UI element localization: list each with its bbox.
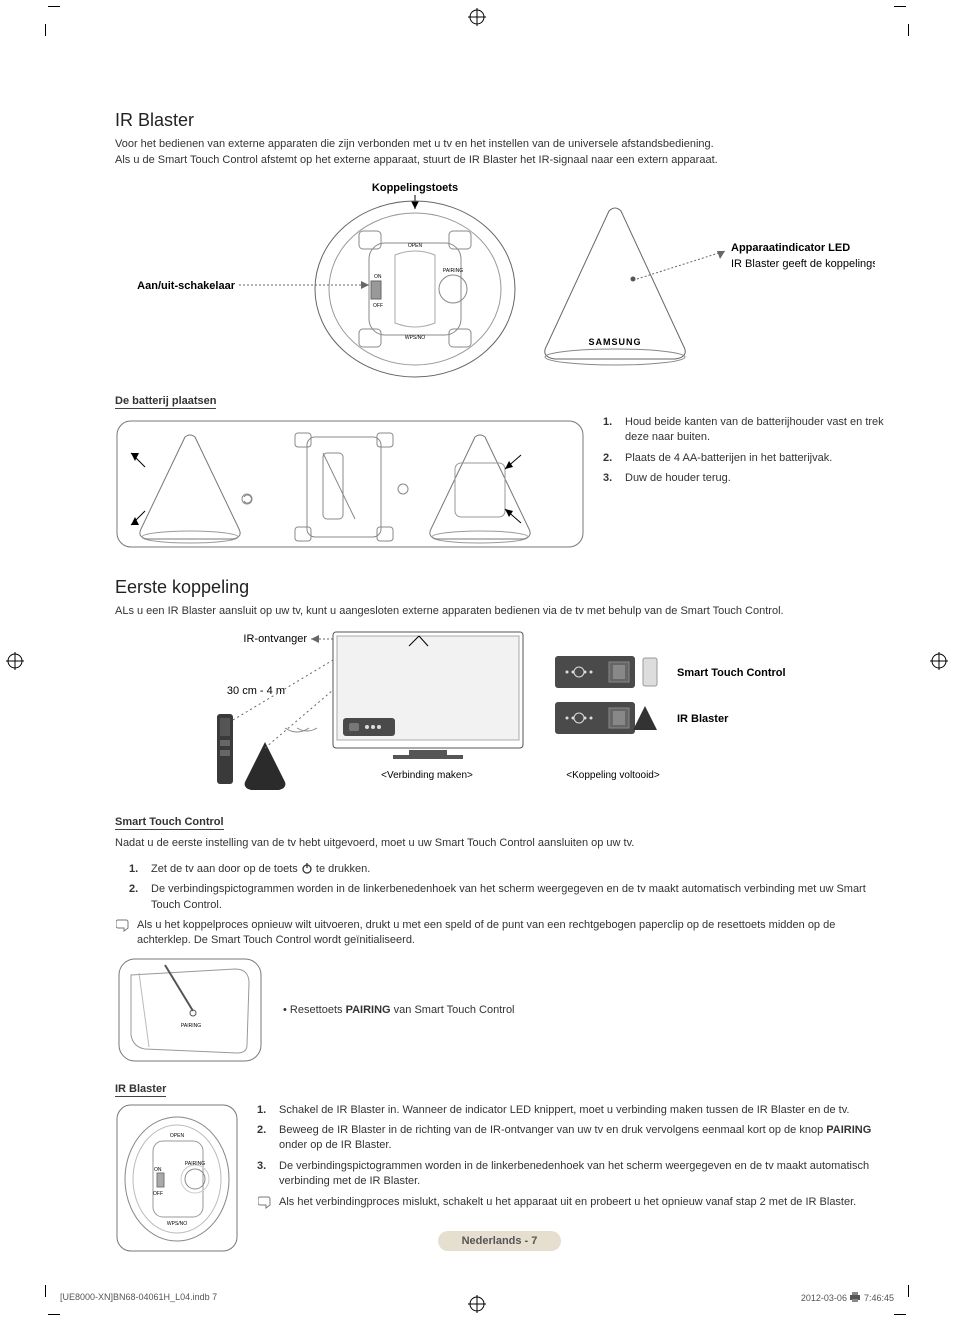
footer-left: [UE8000-XN]BN68-04061H_L04.indb 7 — [60, 1292, 217, 1303]
stc-step1-num: 1. — [129, 862, 143, 877]
step-2-num: 2. — [603, 451, 617, 466]
led-desc-1: IR Blaster geeft de koppelingsstatus wee… — [731, 258, 875, 270]
power-icon — [301, 862, 313, 874]
reset-row: PAIRING • Resettoets PAIRING van Smart T… — [115, 955, 884, 1065]
note-icon — [257, 1195, 273, 1210]
irb-note-text: Als het verbindingproces mislukt, schake… — [279, 1195, 856, 1210]
ir-receiver-label: IR-ontvanger — [243, 633, 307, 645]
stc-steps: 1. Zet de tv aan door op de toets te dru… — [129, 862, 884, 913]
led-title: Apparaatindicator LED — [731, 242, 850, 254]
battery-heading: De batterij plaatsen — [115, 395, 216, 409]
irb-s2-text: Beweeg de IR Blaster in de richting van … — [279, 1123, 884, 1154]
caption-making-connection: <Verbinding maken> — [381, 770, 473, 781]
stc-step1-text: Zet de tv aan door op de toets te drukke… — [151, 862, 370, 877]
irb-note: Als het verbindingproces mislukt, schake… — [257, 1195, 884, 1210]
step-1-num: 1. — [603, 415, 617, 446]
section1-intro: Voor het bedienen van externe apparaten … — [115, 137, 884, 169]
page-badge-row: Nederlands - 7 — [115, 1231, 884, 1251]
brand-logo: SAMSUNG — [588, 337, 641, 347]
svg-text:ON: ON — [154, 1167, 162, 1173]
irb-s3-num: 3. — [257, 1159, 271, 1190]
page-badge: Nederlands - 7 — [438, 1231, 562, 1251]
step-3-text: Duw de houder terug. — [625, 471, 731, 486]
stc-note-text: Als u het koppelproces opnieuw wilt uitv… — [137, 918, 884, 949]
figure-battery-install — [115, 415, 585, 555]
footer-right: 2012-03-06 7:46:45 — [801, 1292, 894, 1303]
step-2-text: Plaats de 4 AA-batterijen in het batteri… — [625, 451, 832, 466]
range-label: 30 cm - 4 m — [227, 685, 285, 697]
crop-mark-tl — [30, 6, 60, 36]
irb-s2-num: 2. — [257, 1123, 271, 1154]
registration-mark-left — [6, 652, 24, 670]
registration-mark-right — [930, 652, 948, 670]
figure-ir-blaster-overview: Koppelingstoets PAIRING ON OFF OPEN WPS/… — [115, 179, 875, 379]
irb-text-col: 1. Schakel de IR Blaster in. Wanneer de i… — [257, 1103, 884, 1216]
stc-note: Als u het koppelproces opnieuw wilt uitv… — [115, 918, 884, 949]
intro-line-1: Voor het bedienen van externe apparaten … — [115, 138, 714, 150]
caption-pairing-done: <Koppeling voltooid> — [566, 770, 660, 781]
crop-mark-bl — [30, 1285, 60, 1315]
irb-s1-num: 1. — [257, 1103, 271, 1118]
svg-text:OPEN: OPEN — [408, 243, 423, 249]
note-icon — [115, 918, 131, 949]
section-title-pairing: Eerste koppeling — [115, 577, 884, 598]
battery-row: 1. Houd beide kanten van de batterijhoude… — [115, 415, 884, 555]
irb-s3-text: De verbindingspictogrammen worden in de … — [279, 1159, 884, 1190]
irb-s1-text: Schakel de IR Blaster in. Wanneer de ind… — [279, 1103, 849, 1118]
figure-reset-button: PAIRING — [115, 955, 265, 1065]
step-3-num: 3. — [603, 471, 617, 486]
page-content: IR Blaster Voor het bedienen van externe… — [115, 110, 884, 1241]
svg-text:PAIRING: PAIRING — [443, 268, 463, 274]
svg-text:WPS/NO: WPS/NO — [167, 1221, 187, 1227]
svg-text:PAIRING: PAIRING — [181, 1023, 201, 1029]
section-title-ir-blaster: IR Blaster — [115, 110, 884, 131]
section2-intro: ALs u een IR Blaster aansluit op uw tv, … — [115, 604, 884, 620]
crop-mark-tr — [894, 6, 924, 36]
svg-text:WPS/NO: WPS/NO — [405, 335, 425, 341]
stc-intro: Nadat u de eerste instelling van de tv h… — [115, 836, 884, 852]
irb-heading: IR Blaster — [115, 1083, 166, 1097]
stc-step2-num: 2. — [129, 882, 143, 913]
svg-text:OFF: OFF — [153, 1191, 163, 1197]
stc-step2-text: De verbindingspictogrammen worden in de … — [151, 882, 884, 913]
footer-meta: [UE8000-XN]BN68-04061H_L04.indb 7 2012-0… — [60, 1292, 894, 1303]
pairing-button-label: Koppelingstoets — [372, 182, 458, 194]
panel-irb-label: IR Blaster — [677, 713, 729, 725]
printer-icon — [849, 1292, 861, 1302]
figure-pairing-overview: IR-ontvanger 30 cm - 4 m <Verbinding mak… — [115, 630, 875, 800]
power-switch-label: Aan/uit-schakelaar — [137, 280, 236, 292]
step-1-text: Houd beide kanten van de batterijhouder … — [625, 415, 884, 446]
irb-steps: 1. Schakel de IR Blaster in. Wanneer de i… — [257, 1103, 884, 1190]
svg-text:OPEN: OPEN — [170, 1133, 185, 1139]
svg-text:ON: ON — [374, 274, 382, 280]
stc-heading: Smart Touch Control — [115, 816, 224, 830]
crop-mark-br — [894, 1285, 924, 1315]
panel-stc-label: Smart Touch Control — [677, 667, 786, 679]
intro-line-2: Als u de Smart Touch Control afstemt op … — [115, 154, 718, 166]
battery-steps: 1. Houd beide kanten van de batterijhoude… — [603, 415, 884, 492]
svg-text:PAIRING: PAIRING — [185, 1161, 205, 1167]
reset-caption: • Resettoets PAIRING van Smart Touch Con… — [283, 1004, 515, 1016]
svg-text:OFF: OFF — [373, 303, 383, 309]
registration-mark-top — [468, 8, 486, 26]
